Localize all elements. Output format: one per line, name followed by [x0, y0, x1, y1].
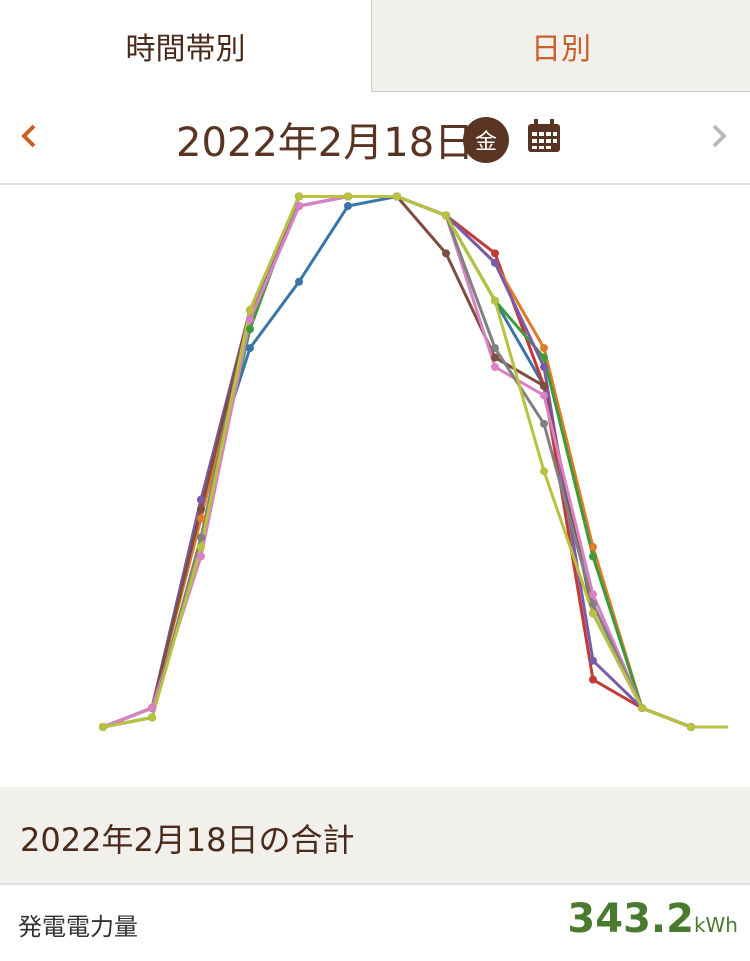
- point: [540, 353, 548, 362]
- point: [589, 590, 597, 599]
- point: [589, 675, 597, 684]
- series-line: [102, 195, 728, 729]
- point: [246, 306, 254, 315]
- point: [687, 723, 695, 731]
- point: [589, 609, 597, 618]
- point: [736, 723, 744, 731]
- series-line: [102, 195, 728, 729]
- point: [589, 543, 597, 552]
- point: [540, 419, 548, 428]
- date-row: 2022年2月18日 金: [0, 92, 750, 185]
- point: [540, 467, 548, 476]
- point: [540, 363, 548, 372]
- point: [638, 704, 646, 713]
- series-line: [102, 195, 728, 729]
- chart: [99, 192, 744, 731]
- unit: kWh: [693, 913, 738, 937]
- series-line: [102, 194, 728, 729]
- point: [736, 723, 744, 731]
- point: [491, 249, 499, 258]
- point: [491, 344, 499, 353]
- point: [344, 192, 352, 201]
- point: [197, 495, 205, 504]
- tab[interactable]: 時間帯別: [0, 0, 371, 92]
- point: [736, 723, 744, 731]
- point: [442, 211, 450, 220]
- series-line: [102, 195, 728, 729]
- value: 343.2: [567, 896, 694, 942]
- series-line: [102, 195, 728, 729]
- summary-label: 発電電力量: [18, 913, 138, 941]
- point: [246, 344, 254, 353]
- point: [491, 353, 499, 362]
- point: [736, 723, 744, 731]
- point: [344, 201, 352, 210]
- point: [736, 723, 744, 731]
- summary-header: 2022年2月18日の合計: [0, 787, 750, 885]
- point: [295, 201, 303, 210]
- series-line: [102, 195, 728, 729]
- point: [491, 296, 499, 305]
- point: [589, 599, 597, 608]
- point: [393, 192, 401, 201]
- tab[interactable]: 日別: [371, 0, 750, 92]
- calendar-button[interactable]: [526, 118, 562, 154]
- point: [295, 277, 303, 286]
- point: [148, 704, 156, 713]
- point: [540, 344, 548, 353]
- point: [148, 713, 156, 722]
- point: [589, 552, 597, 561]
- date: 2022年2月18日: [176, 120, 475, 166]
- point: [246, 315, 254, 324]
- point: [197, 533, 205, 542]
- series-line: [102, 195, 728, 729]
- point: [589, 656, 597, 665]
- point: [491, 363, 499, 372]
- summary-value: 343.2kWh: [567, 896, 738, 942]
- summary-title: 2022年2月18日の合計: [20, 821, 355, 859]
- point: [99, 723, 107, 731]
- weekday-badge: 金: [463, 117, 509, 163]
- point: [246, 325, 254, 334]
- point: [197, 543, 205, 552]
- point: [736, 723, 744, 731]
- point: [197, 552, 205, 561]
- point: [736, 723, 744, 731]
- point: [442, 249, 450, 258]
- next-button[interactable]: [706, 122, 730, 152]
- point: [540, 391, 548, 400]
- point: [736, 723, 744, 731]
- prev-button[interactable]: [18, 122, 42, 152]
- series-line: [102, 195, 728, 729]
- point: [197, 505, 205, 514]
- point: [540, 381, 548, 390]
- point: [736, 723, 744, 731]
- point: [295, 192, 303, 201]
- point: [491, 258, 499, 267]
- point: [197, 514, 205, 523]
